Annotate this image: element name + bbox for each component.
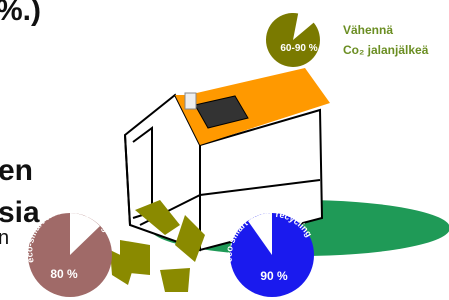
text-fragment: n <box>0 227 9 249</box>
caption: Co₂ jalanjälkeä <box>343 43 429 57</box>
chimney <box>185 93 196 109</box>
text-fragment: %.) <box>0 0 41 27</box>
caption: Vähennä <box>343 23 393 37</box>
pie-label: 60-90 % <box>280 43 317 54</box>
pie-label: 90 % <box>260 269 288 283</box>
pie-label: 80 % <box>50 267 78 281</box>
slide: %.) en sia n 60-90 % Vähennä Co₂ jalanjä… <box>0 0 449 300</box>
co2-pie <box>255 2 331 78</box>
text-fragment: en <box>0 154 33 187</box>
